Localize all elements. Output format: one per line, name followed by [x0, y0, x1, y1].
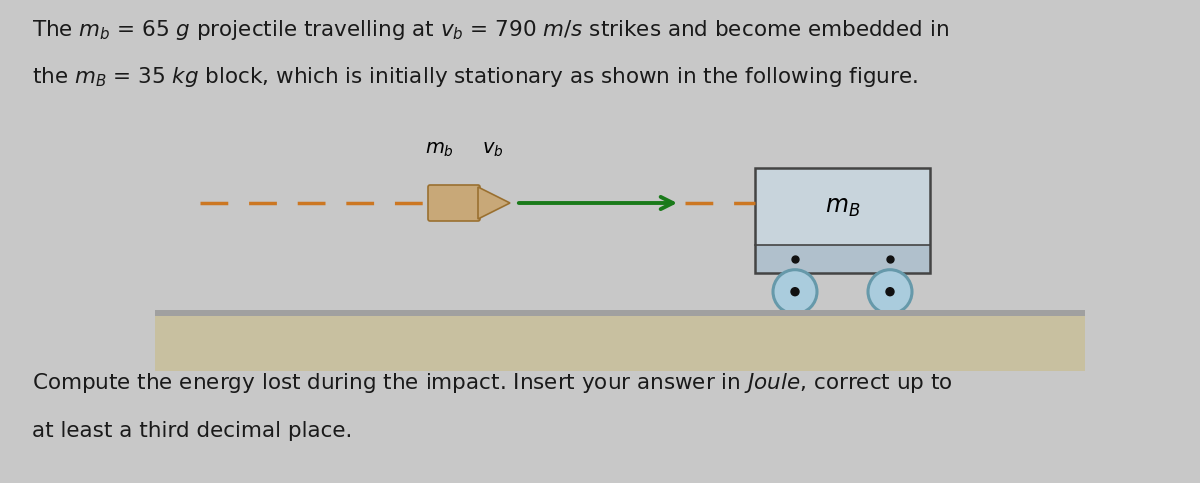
- Circle shape: [773, 270, 817, 313]
- Bar: [755, 245, 930, 273]
- Circle shape: [868, 270, 912, 313]
- Bar: [755, 168, 930, 273]
- Circle shape: [791, 288, 799, 296]
- Text: The $m_b$ = 65 $g$ projectile travelling at $v_b$ = 790 $m/s$ strikes and become: The $m_b$ = 65 $g$ projectile travelling…: [32, 18, 949, 42]
- Text: $m_B$: $m_B$: [824, 195, 860, 218]
- Polygon shape: [478, 187, 510, 219]
- FancyBboxPatch shape: [428, 185, 480, 221]
- Text: Compute the energy lost during the impact. Insert your answer in $Joule$, correc: Compute the energy lost during the impac…: [32, 371, 953, 395]
- Text: at least a third decimal place.: at least a third decimal place.: [32, 421, 353, 441]
- Circle shape: [886, 288, 894, 296]
- Text: $m_b$: $m_b$: [425, 140, 454, 159]
- Text: $v_b$: $v_b$: [482, 140, 504, 159]
- Bar: [155, 316, 1085, 370]
- Bar: [155, 310, 1085, 316]
- Text: the $m_B$ = 35 $kg$ block, which is initially stationary as shown in the followi: the $m_B$ = 35 $kg$ block, which is init…: [32, 65, 918, 89]
- Bar: [755, 168, 930, 245]
